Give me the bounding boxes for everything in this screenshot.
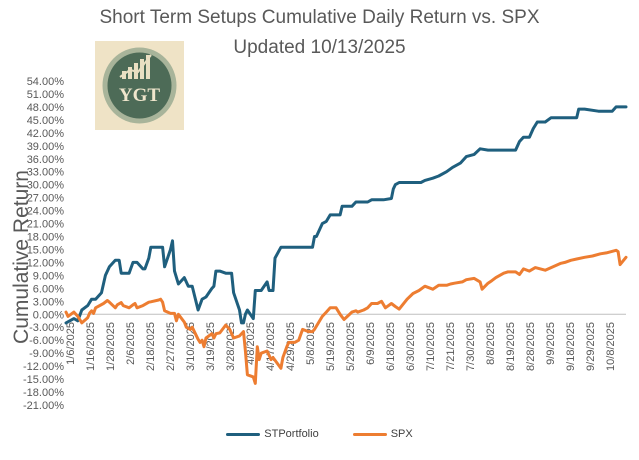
y-tick-label: 42.00%	[27, 128, 65, 140]
x-tick-label: 2/6/2025	[125, 322, 137, 365]
x-axis-tick-labels: 1/6/2025 1/16/2025 1/28/2025 2/6/2025 2/18/2…	[65, 322, 617, 371]
x-tick-label: 2/27/2025	[165, 322, 177, 371]
legend-swatch-spx	[352, 432, 387, 436]
y-tick-label: -9.00%	[29, 348, 64, 360]
series-line-stportfolio	[64, 105, 628, 325]
x-tick-label: 6/18/2025	[385, 322, 397, 371]
y-tick-label: 0.00%	[33, 309, 64, 321]
y-axis-tick-labels: 54.00%51.00%48.00%45.00%42.00%39.00%36.0…	[23, 76, 64, 412]
y-tick-label: 30.00%	[27, 180, 65, 192]
x-tick-label: 1/16/2025	[85, 322, 97, 371]
x-tick-label: 8/28/2025	[525, 322, 537, 371]
x-tick-label: 3/28/2025	[225, 322, 237, 371]
y-tick-label: 21.00%	[27, 219, 65, 231]
y-tick-label: 12.00%	[27, 257, 65, 269]
chart-title: Short Term Setups Cumulative Daily Retur…	[99, 7, 540, 28]
y-tick-label: 15.00%	[27, 244, 65, 256]
x-tick-label: 7/30/2025	[465, 322, 477, 371]
x-tick-label: 1/6/2025	[65, 322, 77, 365]
legend-label-stportfolio: STPortfolio	[264, 428, 319, 440]
x-tick-label: 4/8/2025	[245, 322, 257, 365]
y-tick-label: 45.00%	[27, 115, 65, 127]
x-tick-label: 8/19/2025	[505, 322, 517, 371]
y-tick-label: 54.00%	[27, 76, 65, 88]
x-tick-label: 2/18/2025	[145, 322, 157, 371]
x-tick-label: 9/29/2025	[585, 322, 597, 371]
x-tick-label: 4/17/2025	[265, 322, 277, 371]
y-tick-label: 36.00%	[27, 154, 65, 166]
y-tick-label: -21.00%	[23, 400, 64, 412]
x-tick-label: 8/8/2025	[485, 322, 497, 365]
x-tick-label: 10/8/2025	[605, 322, 617, 371]
logo-emblem-icon: YGT	[102, 47, 177, 124]
x-tick-label: 3/19/2025	[205, 322, 217, 371]
legend-label-spx: SPX	[390, 428, 413, 440]
x-tick-label: 7/21/2025	[445, 322, 457, 371]
y-tick-label: 6.00%	[33, 283, 64, 295]
y-tick-label: 9.00%	[33, 270, 64, 282]
legend: STPortfolio SPX	[0, 428, 639, 440]
y-tick-label: 39.00%	[27, 141, 65, 153]
y-tick-label: -18.00%	[23, 387, 64, 399]
x-tick-label: 7/10/2025	[425, 322, 437, 371]
y-tick-label: 24.00%	[27, 206, 65, 218]
x-tick-label: 5/19/2025	[325, 322, 337, 371]
logo: YGT	[95, 41, 184, 130]
y-tick-label: -6.00%	[29, 335, 64, 347]
x-tick-label: 1/28/2025	[105, 322, 117, 371]
y-tick-label: -12.00%	[23, 361, 64, 373]
y-tick-label: 27.00%	[27, 193, 65, 205]
y-axis-label: Cumulative Return	[10, 170, 33, 344]
y-tick-label: 51.00%	[27, 89, 65, 101]
x-tick-label: 5/29/2025	[345, 322, 357, 371]
logo-text: YGT	[119, 85, 161, 106]
series-line-spx	[64, 248, 628, 385]
legend-swatch-stportfolio	[226, 432, 261, 436]
x-tick-label: 6/9/2025	[365, 322, 377, 365]
y-tick-label: 48.00%	[27, 102, 65, 114]
x-tick-label: 6/30/2025	[405, 322, 417, 371]
series-lines	[64, 105, 628, 385]
y-tick-label: 3.00%	[33, 296, 64, 308]
x-tick-label: 9/9/2025	[545, 322, 557, 365]
legend-item-stportfolio: STPortfolio	[226, 428, 319, 440]
y-tick-label: 33.00%	[27, 167, 65, 179]
x-tick-label: 4/29/2025	[285, 322, 297, 371]
x-tick-label: 9/18/2025	[565, 322, 577, 371]
legend-item-spx: SPX	[352, 428, 413, 440]
chart-subtitle: Updated 10/13/2025	[233, 37, 406, 58]
y-tick-label: 18.00%	[27, 232, 65, 244]
y-tick-label: -3.00%	[29, 322, 64, 334]
y-tick-label: -15.00%	[23, 374, 64, 386]
